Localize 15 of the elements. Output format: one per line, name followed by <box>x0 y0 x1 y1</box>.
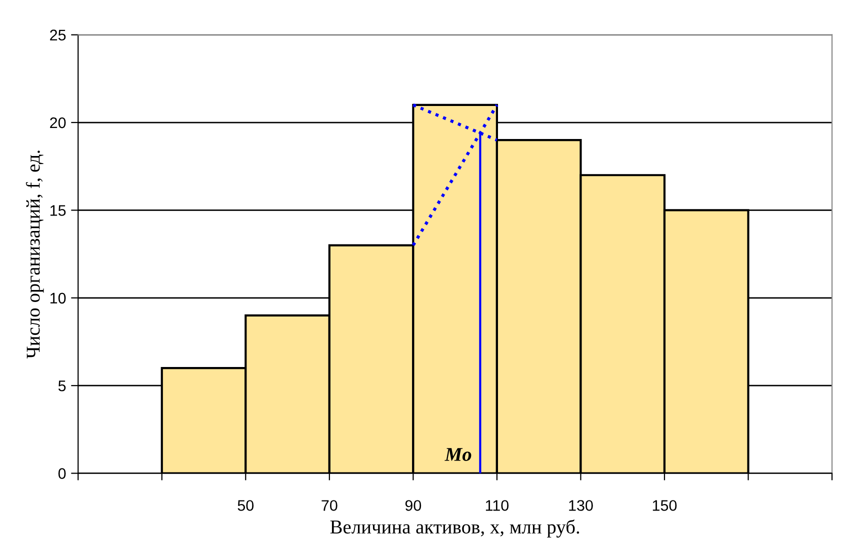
y-tick-label: 0 <box>58 468 66 479</box>
annotation: Mo <box>444 448 472 461</box>
x-tick-label: 90 <box>405 500 422 511</box>
x-tick-label: 110 <box>486 500 509 511</box>
y-tick-label: 5 <box>58 380 66 392</box>
y-tick-label: 25 <box>50 30 66 40</box>
x-tick-label: 70 <box>322 500 338 511</box>
x-tick-label: 130 <box>569 500 593 511</box>
x-tick-label: 50 <box>238 500 254 511</box>
x-tick-label: 150 <box>652 500 677 511</box>
y-tick-label: 10 <box>50 292 66 304</box>
y-tick-label: 20 <box>50 117 66 128</box>
x-axis-title: Величина активов, x, млн руб. <box>330 519 580 538</box>
y-tick-label: 15 <box>50 205 66 216</box>
y-axis-title: Число организаций, f, ед. <box>26 150 44 359</box>
